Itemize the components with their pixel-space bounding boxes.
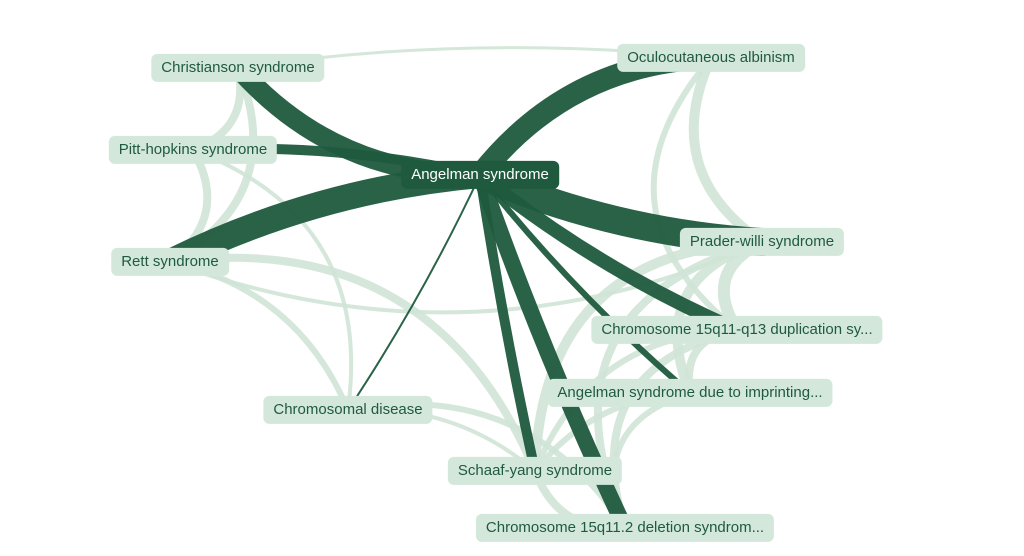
edge [654,58,737,330]
node-chromosomal[interactable]: Chromosomal disease [263,396,432,424]
edge [193,150,351,410]
node-oculo[interactable]: Oculocutaneous albinism [617,44,805,72]
node-label: Christianson syndrome [161,59,314,76]
edge [170,242,762,312]
edge [170,262,348,410]
node-label: Oculocutaneous albinism [627,49,795,66]
edge [480,175,535,471]
edge [614,393,690,528]
node-pitt[interactable]: Pitt-hopkins syndrome [109,136,277,164]
node-dup15q[interactable]: Chromosome 15q11-q13 duplication sy... [591,316,882,344]
node-prader[interactable]: Prader-willi syndrome [680,228,844,256]
node-label: Chromosome 15q11-q13 duplication sy... [601,321,872,338]
node-schaaf[interactable]: Schaaf-yang syndrome [448,457,622,485]
node-label: Chromosomal disease [273,401,422,418]
node-label: Chromosome 15q11.2 deletion syndrom... [486,519,764,536]
node-label: Prader-willi syndrome [690,233,834,250]
edge [170,68,253,262]
edge [348,175,480,410]
edge [694,58,762,242]
node-rett[interactable]: Rett syndrome [111,248,229,276]
edge [480,175,690,393]
node-christianson[interactable]: Christianson syndrome [151,54,324,82]
node-label: Schaaf-yang syndrome [458,462,612,479]
node-del15q[interactable]: Chromosome 15q11.2 deletion syndrom... [476,514,774,542]
edge [170,258,535,471]
edge [535,242,762,471]
node-label: Rett syndrome [121,253,219,270]
edge [170,150,207,262]
node-angelman[interactable]: Angelman syndrome [401,161,559,189]
edge [614,330,737,528]
node-label: Angelman syndrome [411,166,549,183]
edge [480,58,711,175]
node-label: Pitt-hopkins syndrome [119,141,267,158]
network-diagram: Angelman syndrome Christianson syndrome Oc… [0,0,1024,556]
node-label: Angelman syndrome due to imprinting... [557,384,822,401]
node-imprint[interactable]: Angelman syndrome due to imprinting... [547,379,832,407]
